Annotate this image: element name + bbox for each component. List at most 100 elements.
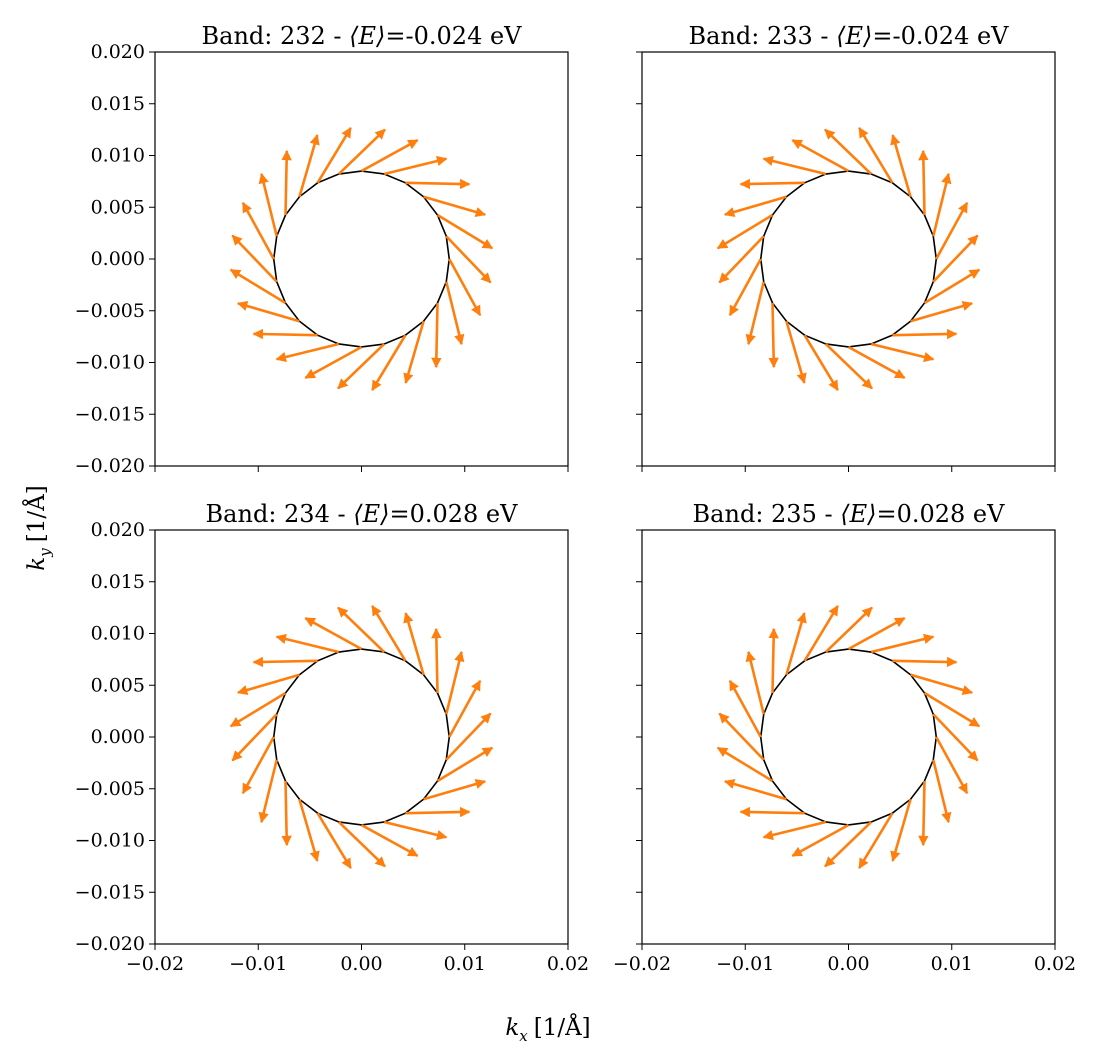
x-tick-label: −0.02: [613, 953, 671, 975]
spin-arrow: [252, 656, 318, 668]
panel-title-symbol: ⟨E⟩: [840, 500, 876, 528]
spin-arrow: [791, 823, 850, 858]
spin-arrow: [436, 746, 494, 783]
x-tick-label: 0.00: [340, 953, 382, 975]
panel-1: Band: 232 - ⟨E⟩=-0.024 eV 0.020 0.015 0.010…: [75, 22, 569, 477]
spin-arrow: [431, 627, 442, 694]
panel-title-symbol: ⟨E⟩: [836, 22, 872, 50]
spin-arrow: [768, 302, 779, 369]
spin-arrow: [423, 778, 487, 801]
y-tick-label: −0.010: [75, 352, 145, 374]
spin-arrow: [932, 234, 979, 283]
spin-arrow: [258, 172, 278, 237]
y-tick-label: −0.005: [75, 300, 145, 322]
spin-arrow: [718, 235, 765, 284]
spin-arrow: [824, 343, 873, 390]
y-tick-label: −0.015: [75, 881, 145, 903]
y-axis-label-main: k: [24, 557, 50, 571]
spin-arrow: [229, 691, 287, 728]
spin-arrow: [892, 328, 958, 340]
spin-arrow: [448, 679, 482, 738]
axes-frame: [154, 51, 569, 467]
spin-arrow: [360, 823, 419, 858]
x-tick-label: −0.01: [716, 953, 774, 975]
spin-arrow: [405, 806, 471, 818]
spin-arrow: [383, 820, 448, 841]
spin-arrow: [316, 127, 352, 184]
y-tick-label: 0.010: [91, 145, 145, 167]
spin-arrow: [910, 300, 974, 323]
spin-arrow: [231, 234, 278, 283]
spin-arrow: [423, 195, 487, 218]
axes-frame: [641, 529, 1056, 945]
panel-title: Band: 234 - ⟨E⟩=0.028 eV: [206, 500, 519, 528]
x-tick-label: 0.01: [444, 953, 486, 975]
spin-arrow: [785, 320, 807, 384]
spin-arrow: [728, 679, 762, 738]
spin-arrow: [910, 673, 974, 696]
spin-arrow: [739, 806, 805, 818]
panel-title-suffix: =-0.024 eV: [385, 22, 522, 50]
spin-arrow: [231, 713, 278, 762]
spin-arrow: [803, 605, 839, 662]
spin-arrow: [858, 812, 894, 869]
axes-frame: [154, 529, 569, 945]
panel-4: Band: 235 - ⟨E⟩=0.028 eV −0.02 −0.01 0.00 0.…: [613, 500, 1076, 975]
spin-arrow: [739, 178, 805, 190]
panel-title: Band: 235 - ⟨E⟩=0.028 eV: [693, 500, 1006, 528]
spin-arrow: [448, 258, 482, 317]
x-axis-label-sub: x: [519, 1027, 528, 1045]
spin-arrow: [870, 342, 935, 363]
spin-arrow: [316, 812, 352, 869]
spin-arrow: [241, 201, 275, 260]
spin-arrow: [768, 627, 779, 694]
spin-arrow: [337, 128, 386, 175]
spin-arrow: [824, 128, 873, 175]
x-tick-label: −0.02: [126, 953, 184, 975]
panel-title-symbol: ⟨E⟩: [349, 22, 385, 50]
spin-arrow: [723, 778, 787, 801]
panel-title: Band: 233 - ⟨E⟩=-0.024 eV: [689, 22, 1010, 50]
spin-arrow: [431, 302, 442, 369]
spin-arrow: [371, 334, 407, 391]
spin-arrow: [371, 605, 407, 662]
y-tick-label: 0.005: [91, 674, 145, 696]
spin-arrow: [298, 134, 320, 198]
x-axis-label: kx [1/Å]: [505, 1013, 590, 1045]
panel-3: Band: 234 - ⟨E⟩=0.028 eV 0.020 0.015 0.010 0…: [75, 500, 589, 975]
spin-arrow: [762, 820, 827, 841]
spin-arrow: [281, 149, 292, 216]
spin-arrow: [337, 343, 386, 390]
spin-arrow: [890, 798, 912, 862]
spin-arrow: [935, 736, 969, 795]
spin-arrow: [716, 746, 774, 783]
spin-arrow: [718, 712, 765, 761]
spin-arrow: [847, 345, 906, 380]
spin-arrow: [445, 281, 465, 346]
spin-arrow: [258, 759, 278, 824]
spin-arrow: [337, 606, 386, 653]
panel-title-prefix: Band: 235 -: [693, 500, 841, 528]
panel-title: Band: 232 - ⟨E⟩=-0.024 eV: [202, 22, 523, 50]
spin-arrow: [932, 713, 979, 762]
spin-arrow: [762, 155, 827, 176]
panel-title-symbol: ⟨E⟩: [353, 500, 389, 528]
spin-arrow: [803, 334, 839, 391]
y-tick-label: 0.000: [91, 726, 145, 748]
spin-arrow: [890, 134, 912, 198]
fermi-contour: [759, 170, 938, 348]
y-tick-label: −0.020: [75, 933, 145, 955]
x-axis-label-unit: [1/Å]: [534, 1013, 591, 1041]
x-tick-label: −0.01: [229, 953, 287, 975]
spin-arrow: [716, 213, 774, 250]
spin-arrow: [745, 281, 765, 346]
spin-arrow: [723, 195, 787, 218]
x-tick-label: 0.02: [547, 953, 589, 975]
x-axis-label-main: k: [505, 1015, 519, 1041]
y-tick-label: −0.005: [75, 778, 145, 800]
panel-title-suffix: =0.028 eV: [876, 500, 1005, 528]
y-tick-label: −0.020: [75, 455, 145, 477]
spin-arrow: [445, 235, 492, 284]
spin-arrow: [745, 650, 765, 715]
panel-title-suffix: =0.028 eV: [389, 500, 518, 528]
